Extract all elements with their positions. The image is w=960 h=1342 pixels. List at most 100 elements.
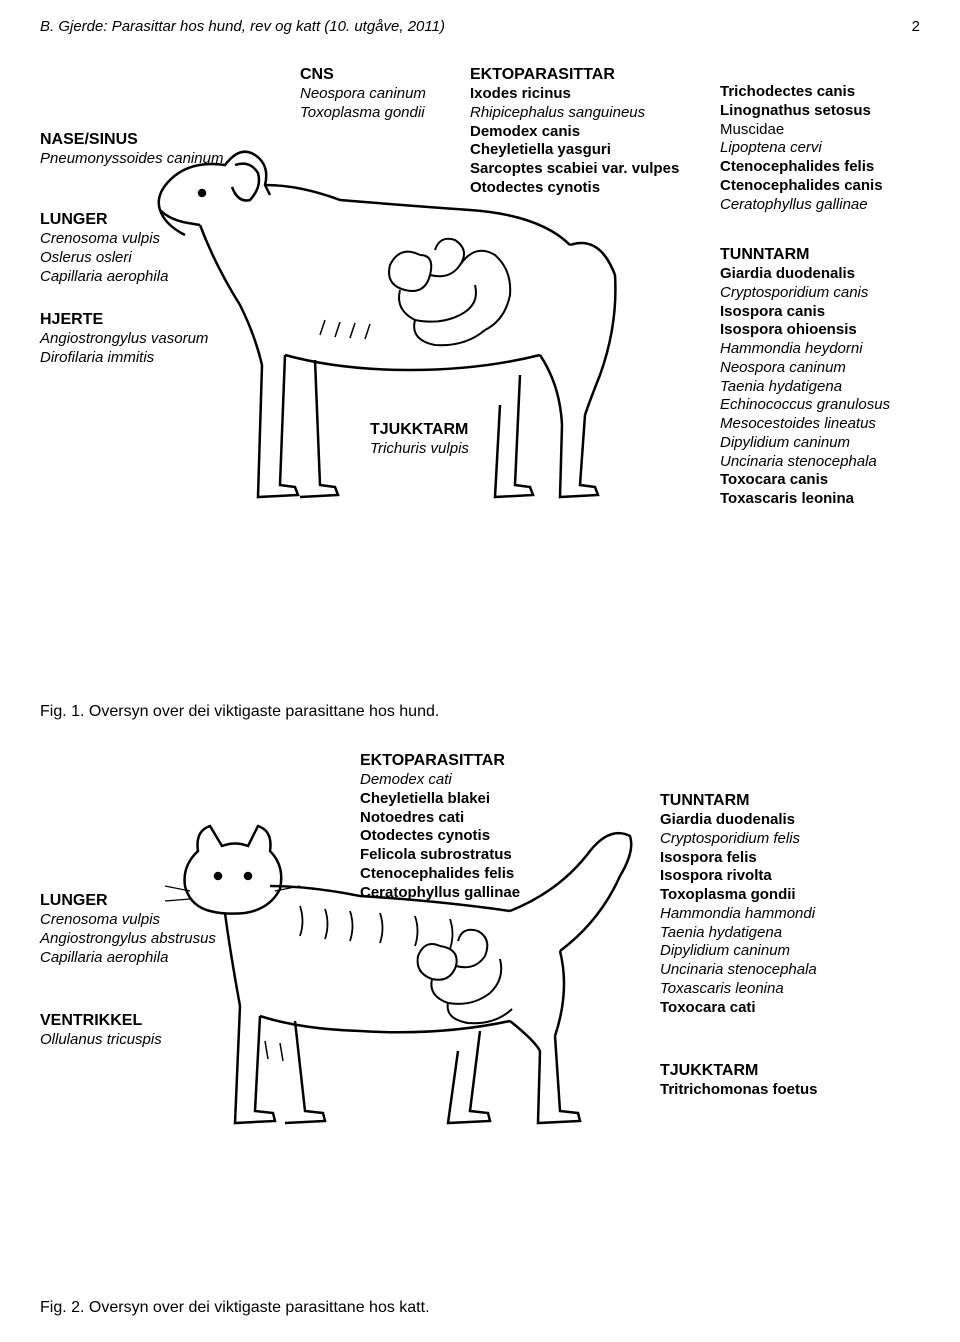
label-item: Hammondia heydorni xyxy=(720,340,890,359)
label-item: Toxoplasma gondii xyxy=(300,104,426,123)
label-item: Ceratophyllus gallinae xyxy=(360,884,520,903)
label-item: Pneumonyssoides caninum xyxy=(40,150,223,169)
label-item: Ctenocephalides felis xyxy=(720,158,883,177)
label-item: Cheyletiella blakei xyxy=(360,790,520,809)
label-list-tunntarm: Giardia duodenalisCryptosporidium canisI… xyxy=(720,265,890,509)
label-list-ektoparasittar: Ixodes ricinusRhipicephalus sanguineusDe… xyxy=(470,85,679,198)
label-item: Toxascaris leonina xyxy=(660,980,817,999)
label-tunntarm: TUNNTARMGiardia duodenalisCryptosporidiu… xyxy=(720,245,890,509)
page-header: B. Gjerde: Parasittar hos hund, rev og k… xyxy=(40,18,920,35)
label-heading-nase_sinus: NASE/SINUS xyxy=(40,130,223,150)
label-nase_sinus: NASE/SINUSPneumonyssoides caninum xyxy=(40,130,223,169)
label-list-nase_sinus: Pneumonyssoides caninum xyxy=(40,150,223,169)
label-item: Cryptosporidium canis xyxy=(720,284,890,303)
label-tjukktarm: TJUKKTARMTritrichomonas foetus xyxy=(660,1061,818,1100)
label-tjukktarm: TJUKKTARMTrichuris vulpis xyxy=(370,420,469,459)
label-heading-tunntarm: TUNNTARM xyxy=(720,245,890,265)
label-heading-hjerte: HJERTE xyxy=(40,310,208,330)
label-item: Hammondia hammondi xyxy=(660,905,817,924)
label-item: Isospora felis xyxy=(660,849,817,868)
figure-1-dog: NASE/SINUSPneumonyssoides caninumCNSNeos… xyxy=(40,65,920,695)
label-item: Muscidae xyxy=(720,121,883,140)
label-heading-lunger: LUNGER xyxy=(40,210,168,230)
label-heading-tunntarm: TUNNTARM xyxy=(660,791,817,811)
label-item: Linognathus setosus xyxy=(720,102,883,121)
label-heading-tjukktarm: TJUKKTARM xyxy=(660,1061,818,1081)
page-number: 2 xyxy=(912,18,920,35)
label-item: Otodectes cynotis xyxy=(360,827,520,846)
label-item: Angiostrongylus abstrusus xyxy=(40,930,216,949)
label-item: Toxocara canis xyxy=(720,471,890,490)
label-item: Trichuris vulpis xyxy=(370,440,469,459)
label-item: Neospora caninum xyxy=(720,359,890,378)
label-item: Uncinaria stenocephala xyxy=(720,453,890,472)
label-item: Notoedres cati xyxy=(360,809,520,828)
label-ektoparasittar: EKTOPARASITTARIxodes ricinusRhipicephalu… xyxy=(470,65,679,198)
label-tunntarm: TUNNTARMGiardia duodenalisCryptosporidiu… xyxy=(660,791,817,1017)
figure-2-cat: LUNGERCrenosoma vulpisAngiostrongylus ab… xyxy=(40,751,920,1291)
label-item: Capillaria aerophila xyxy=(40,268,168,287)
label-item: Oslerus osleri xyxy=(40,249,168,268)
label-item: Lipoptena cervi xyxy=(720,139,883,158)
label-item: Tritrichomonas foetus xyxy=(660,1081,818,1100)
label-lunger: LUNGERCrenosoma vulpisAngiostrongylus ab… xyxy=(40,891,216,967)
label-list-ventrikkel: Ollulanus tricuspis xyxy=(40,1031,162,1050)
label-list-cns: Neospora caninumToxoplasma gondii xyxy=(300,85,426,123)
label-ventrikkel: VENTRIKKELOllulanus tricuspis xyxy=(40,1011,162,1050)
label-item: Toxascaris leonina xyxy=(720,490,890,509)
header-title: B. Gjerde: Parasittar hos hund, rev og k… xyxy=(40,18,445,35)
label-list-lunger: Crenosoma vulpisOslerus osleriCapillaria… xyxy=(40,230,168,286)
label-item: Taenia hydatigena xyxy=(660,924,817,943)
label-heading-ventrikkel: VENTRIKKEL xyxy=(40,1011,162,1031)
label-hjerte: HJERTEAngiostrongylus vasorumDirofilaria… xyxy=(40,310,208,368)
label-lunger: LUNGERCrenosoma vulpisOslerus osleriCapi… xyxy=(40,210,168,286)
label-item: Trichodectes canis xyxy=(720,83,883,102)
label-item: Otodectes cynotis xyxy=(470,179,679,198)
label-heading-lunger: LUNGER xyxy=(40,891,216,911)
label-heading-ektoparasittar: EKTOPARASITTAR xyxy=(470,65,679,85)
label-item: Crenosoma vulpis xyxy=(40,911,216,930)
label-item: Taenia hydatigena xyxy=(720,378,890,397)
label-heading-cns: CNS xyxy=(300,65,426,85)
label-cns: CNSNeospora caninumToxoplasma gondii xyxy=(300,65,426,123)
label-item: Ixodes ricinus xyxy=(470,85,679,104)
label-item: Cheyletiella yasguri xyxy=(470,141,679,160)
label-item: Demodex cati xyxy=(360,771,520,790)
label-ektoparasittar2: Trichodectes canisLinognathus setosusMus… xyxy=(720,83,883,214)
label-item: Giardia duodenalis xyxy=(660,811,817,830)
label-item: Isospora rivolta xyxy=(660,867,817,886)
label-ektoparasittar: EKTOPARASITTARDemodex catiCheyletiella b… xyxy=(360,751,520,902)
label-item: Felicola subrostratus xyxy=(360,846,520,865)
label-item: Sarcoptes scabiei var. vulpes xyxy=(470,160,679,179)
label-item: Dirofilaria immitis xyxy=(40,349,208,368)
label-item: Ceratophyllus gallinae xyxy=(720,196,883,215)
label-item: Isospora canis xyxy=(720,303,890,322)
label-item: Angiostrongylus vasorum xyxy=(40,330,208,349)
label-heading-tjukktarm: TJUKKTARM xyxy=(370,420,469,440)
label-item: Demodex canis xyxy=(470,123,679,142)
label-list-ektoparasittar2: Trichodectes canisLinognathus setosusMus… xyxy=(720,83,883,214)
label-item: Rhipicephalus sanguineus xyxy=(470,104,679,123)
label-item: Mesocestoides lineatus xyxy=(720,415,890,434)
label-item: Toxoplasma gondii xyxy=(660,886,817,905)
label-heading-ektoparasittar: EKTOPARASITTAR xyxy=(360,751,520,771)
label-list-lunger: Crenosoma vulpisAngiostrongylus abstrusu… xyxy=(40,911,216,967)
label-list-tjukktarm: Tritrichomonas foetus xyxy=(660,1081,818,1100)
figure-2-caption: Fig. 2. Oversyn over dei viktigaste para… xyxy=(40,1299,920,1317)
label-item: Crenosoma vulpis xyxy=(40,230,168,249)
label-item: Cryptosporidium felis xyxy=(660,830,817,849)
label-list-tunntarm: Giardia duodenalisCryptosporidium felisI… xyxy=(660,811,817,1017)
label-list-ektoparasittar: Demodex catiCheyletiella blakeiNotoedres… xyxy=(360,771,520,902)
label-item: Echinococcus granulosus xyxy=(720,396,890,415)
label-list-tjukktarm: Trichuris vulpis xyxy=(370,440,469,459)
label-item: Capillaria aerophila xyxy=(40,949,216,968)
label-item: Neospora caninum xyxy=(300,85,426,104)
label-item: Toxocara cati xyxy=(660,999,817,1018)
label-item: Ctenocephalides canis xyxy=(720,177,883,196)
label-item: Dipylidium caninum xyxy=(720,434,890,453)
label-item: Dipylidium caninum xyxy=(660,942,817,961)
label-item: Ollulanus tricuspis xyxy=(40,1031,162,1050)
figure-1-caption: Fig. 1. Oversyn over dei viktigaste para… xyxy=(40,703,920,721)
label-item: Giardia duodenalis xyxy=(720,265,890,284)
label-item: Ctenocephalides felis xyxy=(360,865,520,884)
